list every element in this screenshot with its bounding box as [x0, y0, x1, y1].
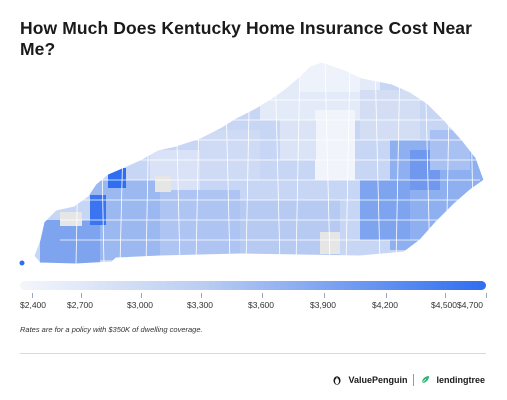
island-county-marker [19, 260, 25, 266]
legend-tick [262, 293, 263, 298]
legend-tick [445, 293, 446, 298]
brand-logos: ValuePenguin lendingtree [332, 374, 485, 386]
lendingtree-logo-text: lendingtree [436, 375, 485, 385]
legend-label: $2,400 [20, 300, 46, 310]
page-title: How Much Does Kentucky Home Insurance Co… [20, 18, 473, 59]
legend-tick [81, 293, 82, 298]
legend-tick [486, 293, 487, 298]
footer-divider [20, 353, 486, 354]
legend-tick [386, 293, 387, 298]
legend-label: $4,500 [431, 300, 457, 310]
legend-label: $3,300 [187, 300, 213, 310]
legend-tick [201, 293, 202, 298]
legend-label: $3,900 [310, 300, 336, 310]
legend-label: $3,600 [248, 300, 274, 310]
legend-label: $4,200 [372, 300, 398, 310]
kentucky-county-map [19, 61, 485, 266]
leaf-icon [422, 376, 430, 384]
color-scale-bar [20, 281, 486, 290]
penguin-icon [333, 376, 341, 385]
legend-tick [32, 293, 33, 298]
county-fills [34, 62, 484, 264]
valuepenguin-logo-text: ValuePenguin [348, 375, 408, 385]
legend-ticks [0, 293, 507, 299]
legend-label: $4,700 [457, 300, 483, 310]
legend-tick [141, 293, 142, 298]
footnote: Rates are for a policy with $350K of dwe… [20, 325, 203, 334]
legend-label: $3,000 [127, 300, 153, 310]
brand-separator [413, 374, 415, 386]
legend-label: $2,700 [67, 300, 93, 310]
legend-tick [324, 293, 325, 298]
